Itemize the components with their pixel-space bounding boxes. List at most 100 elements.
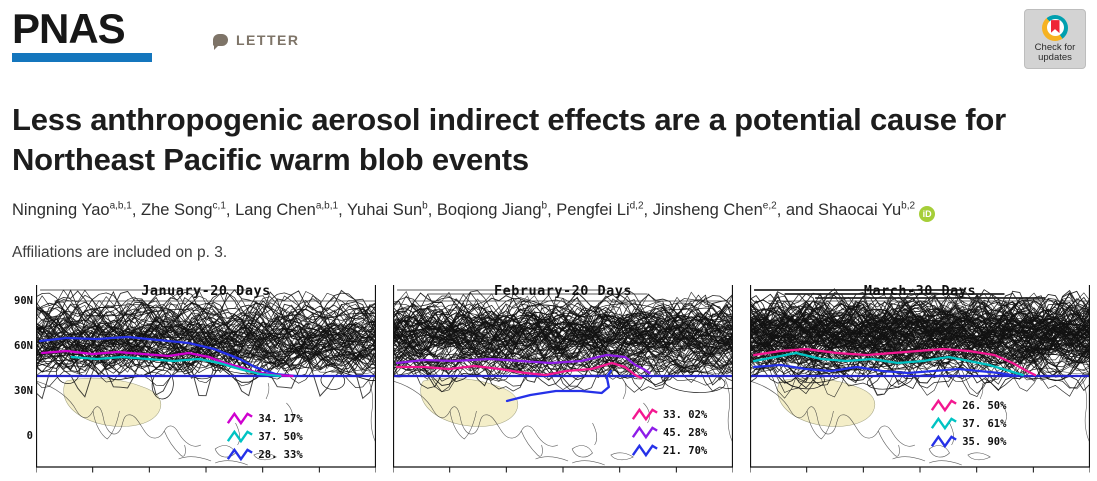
author-name: Pengfei Li [556,201,630,220]
author-name: Jinsheng Chen [652,201,763,220]
axis-label-90n: 90N [14,295,33,308]
trajectory-legend: 34. 17% 37. 50% 28. 33% [226,410,303,463]
legend-percentage: 45. 28% [663,426,708,439]
mean-trajectory-line [505,370,613,403]
trajectory-legend: 26. 50% 37. 61% 35. 90% [930,397,1006,450]
crossmark-icon [1042,14,1068,41]
coastline [571,445,593,458]
trajectory-map [36,285,376,473]
check-updates-label: Check for updates [1034,41,1076,63]
coastline [724,379,733,444]
coastline [253,452,277,461]
legend-row: 37. 50% [226,428,303,445]
legend-percentage: 35. 90% [962,435,1007,448]
coastline [1000,403,1007,424]
mean-trajectory-line [395,354,651,375]
coastline [750,381,916,447]
legend-percentage: 34. 17% [258,412,303,425]
coastline [929,460,962,466]
trajectory-panel-march: March-30 Days 26. 50% 37. 61% 35. 90% [750,283,1090,473]
mean-trajectory-line [752,352,1024,377]
axis-label-30n: 30N [14,385,33,398]
coastline [215,460,248,466]
legend-row: 33. 02% [631,406,707,423]
axis-label-60n: 60N [14,340,33,353]
coastline [449,411,477,440]
mean-trajectory-line [395,362,643,380]
legend-line-icon [631,426,658,440]
legend-row: 35. 90% [930,433,1006,450]
coastline [36,381,202,447]
coastline [367,379,376,444]
legend-percentage: 37. 61% [962,417,1007,430]
legend-line-icon [631,444,658,458]
author-name: Shaocai Yu [817,201,902,220]
pnas-logo-bar [12,53,152,62]
legend-line-icon [631,408,658,422]
coastline [622,383,627,400]
trajectory-map [393,285,733,473]
author-name: Yuhai Sun [346,201,423,220]
coastline [520,431,543,458]
author-name: Lang Chen [235,201,316,220]
author-affiliation-sup: a,b,1 [109,200,132,212]
legend-percentage: 28. 33% [258,448,303,461]
orcid-icon[interactable]: iD [919,206,936,223]
coastline [1081,379,1090,444]
speech-bubble-icon [213,34,228,50]
coastline [610,452,634,461]
legend-line-icon [931,417,957,431]
author-list: Ningning Yaoa,b,1, Zhe Songc,1, Lang Che… [12,200,916,220]
author-affiliation-sup: b,2 [901,200,916,212]
mean-trajectory-line [70,356,282,378]
legend-row: 28. 33% [226,446,303,463]
authors-line: Ningning Yaoa,b,1, Zhe Songc,1, Lang Che… [12,201,1085,223]
affiliations-note: Affiliations are included on p. 3. [12,244,228,262]
coastline [92,411,120,440]
legend-percentage: 37. 50% [258,430,303,443]
author-affiliation-sup: d,2 [629,200,644,212]
coastline [286,403,293,424]
land-highlight [777,378,876,428]
legend-line-icon [227,412,254,426]
legend-line-icon [227,430,254,444]
author-name: Ningning Yao [12,201,110,220]
legend-line-icon [931,435,957,449]
coastline [178,456,212,462]
mean-trajectory-line [752,364,1018,378]
mean-trajectory-line [752,348,1037,377]
author-affiliation-sup: a,b,1 [315,200,339,212]
trajectory-map [750,285,1090,473]
coastline [572,460,605,466]
article-type-badge: LETTER [213,32,299,50]
coastline [535,456,569,462]
author-name: Boqiong Jiang [436,201,542,220]
pnas-logo-text: PNAS [12,5,126,52]
coastline [214,445,236,458]
legend-percentage: 21. 70% [663,444,708,457]
masthead: PNAS LETTER Check for updates [0,0,1097,88]
coastline [877,431,900,458]
author-affiliation-sup: b [541,200,548,212]
author-affiliation-sup: c,1 [212,200,226,212]
coastline [806,411,834,440]
trajectory-figure: 90N 60N 30N 0 January-20 Days 34. 17% 37… [12,283,1090,473]
coastline [163,431,186,458]
latitude-axis: 90N 60N 30N 0 [12,283,36,473]
legend-line-icon [227,448,254,462]
check-for-updates-button[interactable]: Check for updates [1024,9,1086,69]
trajectory-panel-february: February-20 Days 33. 02% 45. 28% 21. 70% [393,283,733,473]
author-affiliation-sup: e,2 [762,200,777,212]
legend-row: 21. 70% [631,442,707,459]
legend-percentage: 26. 50% [962,399,1007,412]
coastline [393,381,559,447]
legend-row: 26. 50% [930,397,1006,414]
coastline [967,452,991,461]
legend-row: 45. 28% [631,424,707,441]
author-name: Zhe Song [140,201,213,220]
panel-row: January-20 Days 34. 17% 37. 50% 28. 33% [36,283,1090,473]
article-title: Less anthropogenic aerosol indirect effe… [12,102,1006,177]
mean-trajectory-line [38,336,297,378]
pnas-logo[interactable]: PNAS [12,8,152,62]
